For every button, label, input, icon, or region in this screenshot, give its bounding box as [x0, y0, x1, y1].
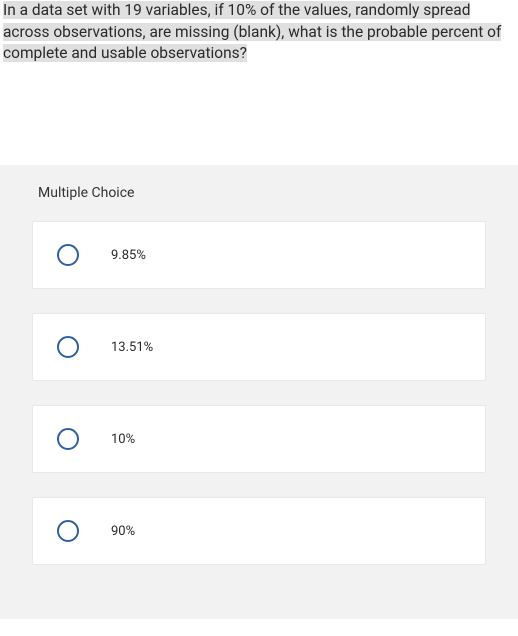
option-label: 10%: [111, 432, 135, 447]
option-card[interactable]: 9.85%: [32, 221, 486, 289]
option-label: 90%: [111, 524, 135, 539]
option-card[interactable]: 13.51%: [32, 313, 486, 381]
options-container: 9.85% 13.51% 10% 90%: [0, 221, 518, 565]
radio-icon[interactable]: [57, 244, 79, 266]
option-card[interactable]: 10%: [32, 405, 486, 473]
section-header: Multiple Choice: [0, 165, 518, 221]
option-label: 13.51%: [111, 340, 153, 355]
radio-icon[interactable]: [57, 336, 79, 358]
answer-section: Multiple Choice 9.85% 13.51% 10% 90%: [0, 165, 518, 619]
option-card[interactable]: 90%: [32, 497, 486, 565]
option-label: 9.85%: [111, 248, 146, 263]
radio-icon[interactable]: [57, 428, 79, 450]
question-text: In a data set with 19 variables, if 10% …: [3, 1, 501, 62]
question-block: In a data set with 19 variables, if 10% …: [0, 0, 518, 65]
radio-icon[interactable]: [57, 520, 79, 542]
